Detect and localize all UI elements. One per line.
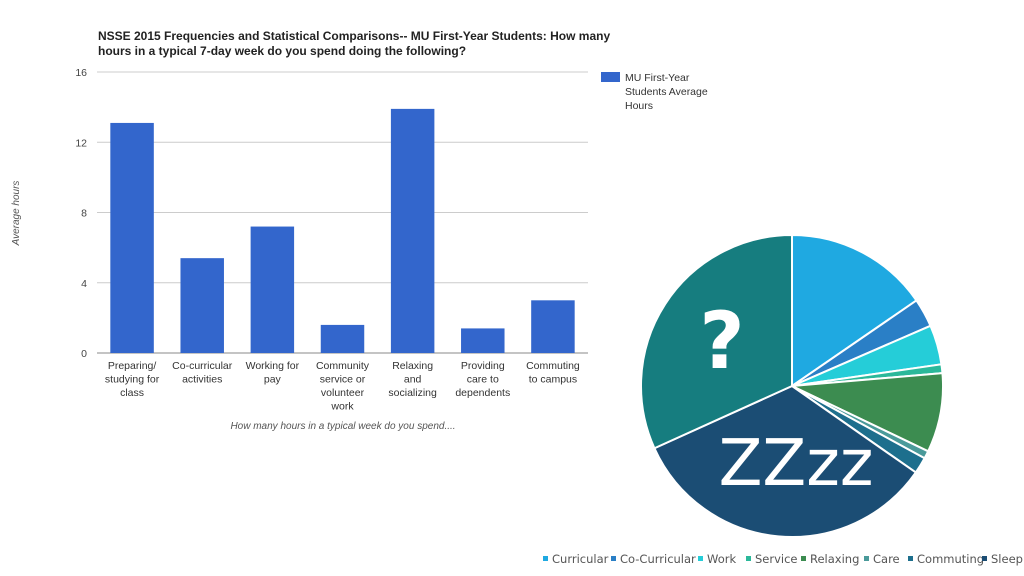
gridlines: [97, 71, 588, 354]
pie-legend-label: Commuting: [917, 552, 984, 566]
chart-title-line-2: hours in a typical 7-day week do you spe…: [98, 44, 466, 58]
x-tick-label: Working for pay: [246, 360, 300, 386]
pie-slice-curricular: [791, 234, 918, 387]
bar-chart: NSSE 2015 Frequencies and Statistical Co…: [11, 29, 708, 432]
legend-label-line-2: Students Average: [625, 86, 708, 98]
pie-legend-swatch: [801, 556, 806, 561]
pie-legend-swatch: [746, 556, 751, 561]
pie-legend-label: Sleep: [991, 552, 1023, 566]
category-labels: Preparing/studying for class Co-curricular…: [105, 360, 580, 413]
x-tick-label: Commuting to campus: [526, 360, 580, 386]
bar-legend: MU First-Year Students Average Hours: [601, 72, 708, 112]
pie-legend-label: Service: [755, 552, 798, 566]
pie-legend-swatch: [543, 556, 548, 561]
chart-title-line-1: NSSE 2015 Frequencies and Statistical Co…: [98, 29, 610, 43]
y-tick-label: 8: [81, 208, 87, 220]
x-tick-label: Preparing/studying for class: [105, 360, 160, 399]
question-mark-annotation: ?: [699, 297, 744, 387]
legend-swatch: [601, 72, 620, 82]
bar: [461, 328, 505, 353]
pie-slices: [640, 234, 944, 538]
pie-legend-swatch: [698, 556, 703, 561]
x-tick-label: Co-curricular activities: [172, 360, 233, 386]
sleep-zzz-annotation: ZZzz: [719, 427, 874, 501]
pie-legend: Curricular Co-Curricular Work Service Relaxi…: [543, 552, 1023, 566]
pie-legend-swatch: [908, 556, 913, 561]
bar: [180, 258, 224, 353]
legend-label-line-1: MU First-Year: [625, 72, 690, 84]
y-tick-label: 4: [81, 278, 87, 290]
x-axis-title: How many hours in a typical week do you …: [230, 421, 455, 432]
pie-chart: ? ZZzz Curricular Co-Curricular Work Servic…: [543, 234, 1023, 566]
y-tick-label: 0: [81, 348, 87, 360]
x-tick-label: Community service or volunteer work: [316, 360, 370, 413]
pie-legend-label: Work: [707, 552, 736, 566]
bar: [320, 324, 365, 353]
pie-legend-swatch: [611, 556, 616, 561]
bar: [531, 300, 575, 353]
pie-legend-label: Care: [873, 552, 900, 566]
bars: [110, 108, 575, 354]
y-tick-label: 16: [75, 67, 87, 79]
legend-label-line-3: Hours: [625, 100, 653, 112]
bar: [110, 122, 154, 354]
pie-legend-swatch: [864, 556, 869, 561]
y-axis-title: Average hours: [11, 181, 22, 247]
x-tick-label: Relaxing and socializing: [388, 360, 437, 399]
pie-legend-swatch: [982, 556, 987, 561]
pie-legend-label: Relaxing: [810, 552, 859, 566]
pie-legend-label: Co-Curricular: [620, 552, 696, 566]
bar: [390, 108, 435, 353]
y-tick-label: 12: [75, 137, 87, 149]
y-axis-ticks: 0 4 8 12 16: [75, 67, 87, 360]
bar: [250, 226, 295, 353]
pie-legend-label: Curricular: [552, 552, 609, 566]
pie-slice-unaccounted: [640, 234, 793, 450]
pie-slice-sleep: [653, 385, 917, 538]
x-tick-label: Providing care to dependents: [455, 360, 510, 399]
